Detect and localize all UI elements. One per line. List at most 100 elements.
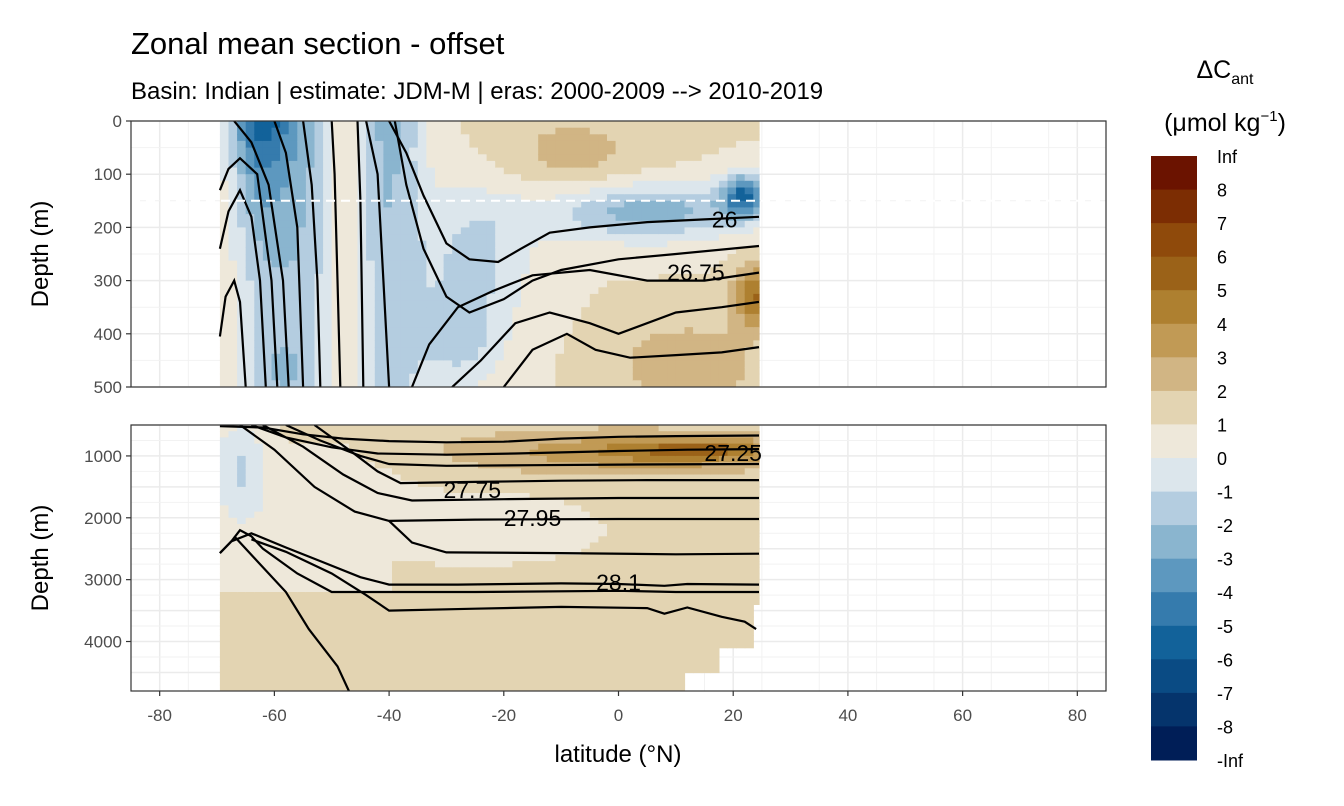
- field-cell: [495, 167, 505, 175]
- field-cell: [305, 207, 316, 215]
- field-cell: [478, 300, 488, 308]
- field-cell: [392, 234, 402, 242]
- field-cell: [555, 678, 565, 686]
- field-cell: [495, 641, 505, 649]
- field-cell: [331, 293, 341, 302]
- field-cell: [486, 431, 496, 438]
- field-cell: [417, 127, 427, 135]
- field-cell: [589, 247, 599, 255]
- field-cell: [366, 327, 376, 335]
- field-cell: [280, 347, 290, 355]
- field-cell: [392, 174, 402, 182]
- field-cell: [366, 505, 376, 513]
- field-cell: [417, 293, 427, 302]
- field-cell: [305, 425, 316, 432]
- field-cell: [469, 373, 479, 381]
- field-cell: [254, 443, 264, 451]
- field-cell: [469, 505, 479, 513]
- field-cell: [572, 167, 582, 175]
- field-cell: [478, 437, 488, 445]
- field-cell: [305, 287, 316, 295]
- field-cell: [469, 468, 479, 476]
- field-cell: [564, 134, 574, 142]
- field-cell: [521, 180, 531, 189]
- field-cell: [409, 486, 419, 494]
- field-cell: [693, 373, 703, 381]
- field-cell: [572, 567, 582, 575]
- field-cell: [658, 360, 668, 368]
- field-cell: [503, 672, 513, 680]
- field-cell: [348, 207, 359, 215]
- field-cell: [417, 214, 427, 222]
- field-cell: [219, 214, 230, 222]
- field-cell: [228, 573, 238, 581]
- field-cell: [435, 449, 445, 457]
- field-cell: [392, 207, 402, 215]
- field-cell: [624, 653, 634, 661]
- field-cell: [254, 140, 264, 149]
- field-cell: [615, 373, 625, 381]
- field-cell: [237, 160, 247, 169]
- field-cell: [409, 635, 419, 643]
- field-cell: [323, 660, 333, 667]
- field-cell: [607, 437, 617, 445]
- field-cell: [452, 134, 462, 142]
- field-cell: [693, 367, 703, 375]
- field-cell: [718, 167, 729, 175]
- field-cell: [753, 160, 760, 169]
- field-cell: [641, 573, 651, 581]
- field-cell: [529, 353, 539, 361]
- field-cell: [753, 234, 760, 242]
- field-cell: [546, 672, 556, 680]
- field-cell: [710, 267, 720, 275]
- field-cell: [245, 220, 255, 229]
- field-cell: [495, 333, 505, 341]
- field-cell: [426, 180, 436, 189]
- field-cell: [650, 307, 660, 315]
- field-cell: [340, 353, 350, 361]
- field-cell: [607, 480, 617, 488]
- field-cell: [478, 247, 488, 255]
- field-cell: [400, 666, 410, 674]
- field-cell: [512, 260, 522, 268]
- field-cell: [581, 333, 591, 341]
- field-cell: [701, 280, 711, 288]
- field-cell: [366, 127, 376, 135]
- field-cell: [684, 536, 694, 544]
- field-cell: [598, 431, 608, 438]
- field-cell: [409, 474, 419, 482]
- field-cell: [598, 554, 608, 562]
- field-cell: [615, 267, 625, 275]
- field-cell: [572, 493, 582, 500]
- field-cell: [521, 623, 531, 630]
- field-cell: [632, 140, 642, 149]
- field-cell: [512, 455, 522, 463]
- field-cell: [374, 267, 384, 275]
- field-cell: [641, 194, 651, 202]
- field-cell: [521, 524, 531, 531]
- field-cell: [305, 327, 316, 335]
- field-cell: [271, 548, 281, 556]
- field-cell: [607, 300, 617, 308]
- field-cell: [323, 548, 333, 556]
- field-cell: [641, 585, 651, 593]
- field-cell: [538, 380, 548, 387]
- field-cell: [503, 320, 513, 328]
- field-cell: [581, 134, 591, 142]
- field-cell: [658, 293, 668, 302]
- field-cell: [581, 121, 591, 129]
- field-cell: [374, 247, 384, 255]
- field-cell: [366, 468, 376, 476]
- field-cell: [598, 530, 608, 537]
- field-cell: [357, 437, 367, 445]
- field-cell: [297, 140, 307, 149]
- field-cell: [753, 293, 760, 302]
- field-cell: [443, 333, 453, 341]
- field-cell: [271, 567, 281, 575]
- field-cell: [632, 567, 642, 575]
- field-cell: [245, 293, 255, 302]
- field-cell: [452, 280, 462, 288]
- field-cell: [529, 214, 539, 222]
- field-cell: [736, 313, 746, 322]
- field-cell: [555, 127, 565, 135]
